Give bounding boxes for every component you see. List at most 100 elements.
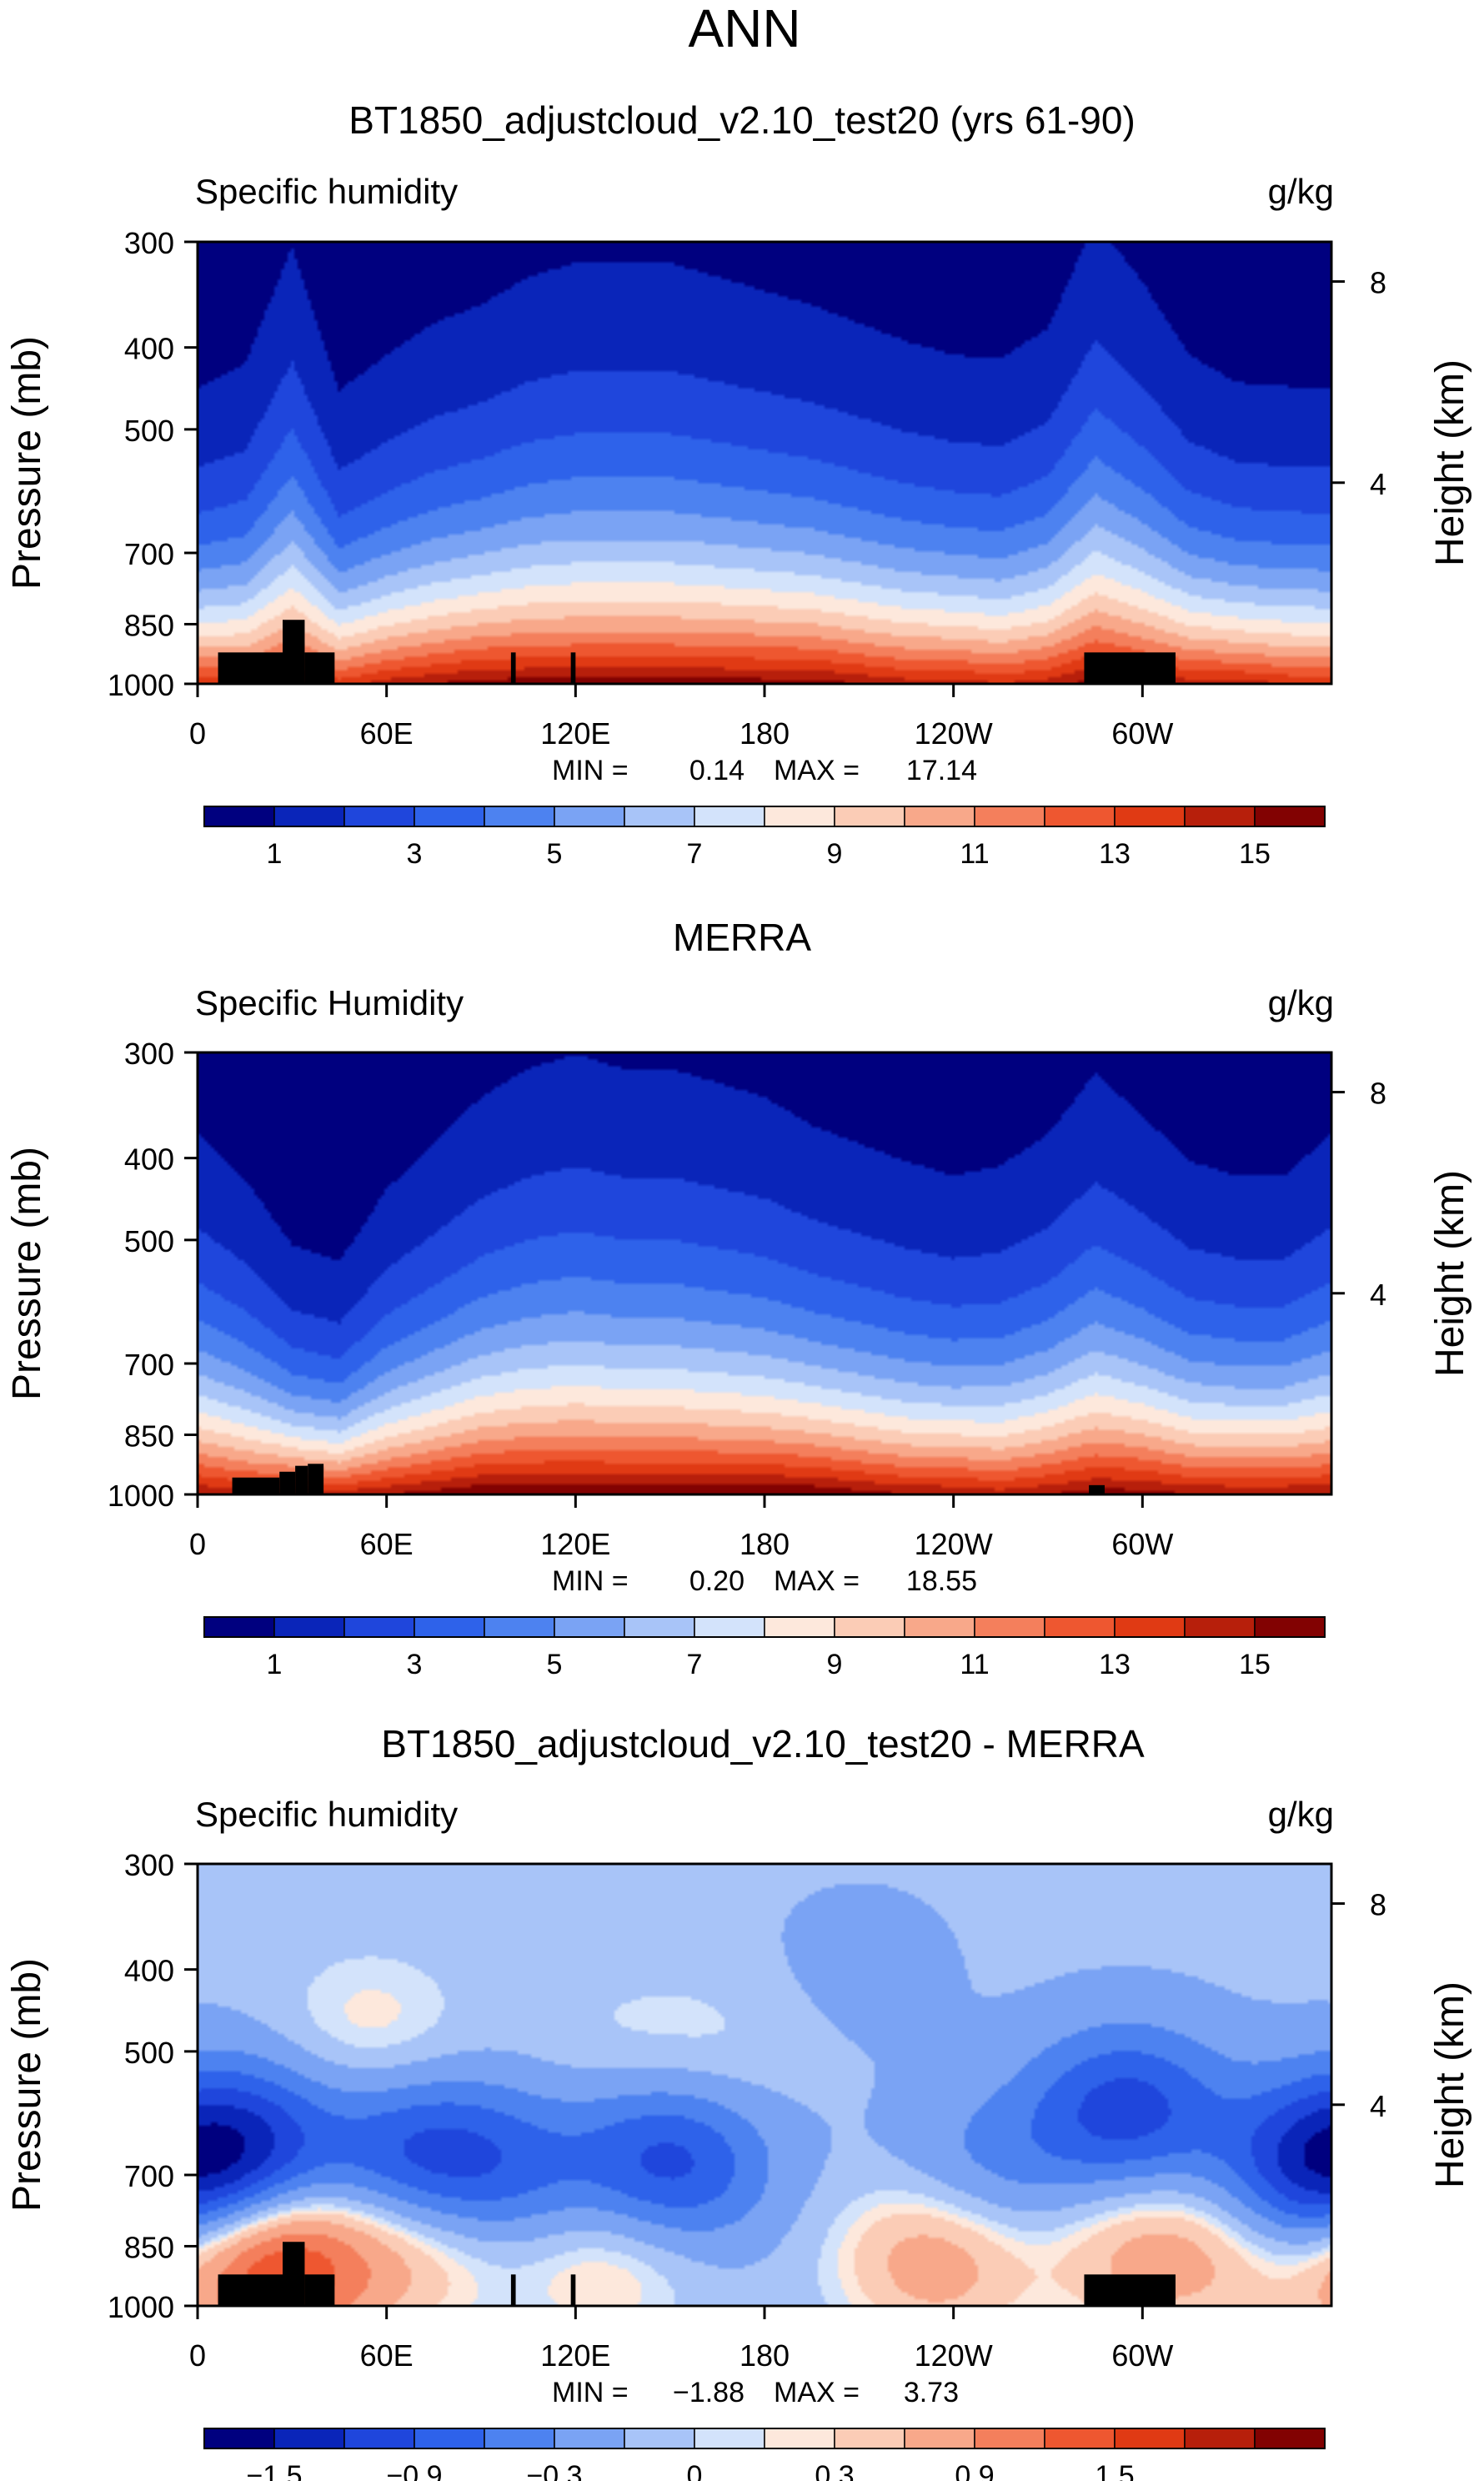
colorbar-label: 1 [267,838,283,870]
pressure-tick-label: 1000 [108,668,174,702]
colorbar-swatch [694,806,765,827]
panel-2-units: g/kg [1268,983,1334,1022]
pressure-tick-label: 700 [124,2159,174,2193]
panel-2-terrain-mask [1089,1484,1105,1494]
panel-3-terrain-mask [218,2274,283,2306]
colorbar-swatch [974,2428,1045,2449]
colorbar-swatch [1044,806,1116,827]
lon-tick-label: 0 [189,1527,206,1561]
lon-tick-label: 0 [189,2338,206,2373]
colorbar-swatch [764,1616,835,1638]
colorbar-label: 1.5 [1095,2460,1134,2481]
colorbar-swatch [904,1616,975,1638]
colorbar-label: 9 [827,1649,843,1680]
lon-tick-label: 60W [1111,716,1173,751]
panel-2-min-value: 0.20 [689,1565,745,1597]
colorbar-label: 11 [960,838,989,870]
colorbar-swatch [273,2428,345,2449]
colorbar-label: 9 [827,838,843,870]
pressure-tick-label: 400 [124,332,174,366]
panel-2-contour-fill [198,1052,1331,1494]
colorbar-swatch [624,806,695,827]
colorbar-frame [203,1616,1326,1638]
figure-title: ANN [688,0,800,58]
colorbar-swatch [203,806,275,827]
panel-3-plot [198,1864,1331,2306]
colorbar-swatch [834,1616,905,1638]
panel-3-terrain-mask [283,2242,305,2306]
lon-tick-label: 120W [915,716,993,751]
colorbar-frame [203,2428,1326,2449]
panel-3-terrain-mask [570,2274,576,2306]
panel-1-terrain-mask [1084,652,1176,684]
colorbar-label: 5 [547,1649,563,1680]
panel-1-units: g/kg [1268,172,1334,211]
panel-3-min-value: −1.88 [673,2377,745,2408]
colorbar-swatch [1184,1616,1256,1638]
colorbar-swatch [904,806,975,827]
lon-tick-label: 120W [915,2338,993,2373]
colorbar-swatch [1254,1616,1326,1638]
lon-tick-label: 120E [540,716,610,751]
colorbar-swatch [1114,806,1186,827]
panel-3-variable: Specific humidity [195,1795,458,1834]
colorbar-swatch [414,806,485,827]
panel-1-contour-fill [198,242,1331,684]
colorbar-label: 15 [1239,1649,1271,1680]
panel-2-plot [198,1052,1331,1494]
pressure-tick-label: 500 [124,2036,174,2070]
panel-2-terrain-mask [308,1464,324,1494]
colorbar-swatch [764,2428,835,2449]
colorbar-swatch [1184,2428,1256,2449]
colorbar-swatch [203,1616,275,1638]
colorbar-label: 0.9 [955,2460,994,2481]
colorbar-swatch [974,806,1045,827]
colorbar-label: 13 [1099,838,1131,870]
colorbar-swatch [1114,2428,1186,2449]
panel-3-terrain-mask [1084,2274,1176,2306]
pressure-tick-label: 500 [124,414,174,448]
lon-tick-label: 60E [360,716,414,751]
pressure-tick-label: 1000 [108,2290,174,2324]
colorbar-swatch [414,1616,485,1638]
colorbar-swatch [484,2428,555,2449]
panel-1-ylabel: Pressure (mb) [5,336,49,590]
panel-1-terrain-mask [218,652,283,684]
pressure-tick-label: 850 [124,2230,174,2264]
panel-1-max-value: 17.14 [906,755,977,786]
height-tick-label: 8 [1370,1077,1386,1111]
panel-3: BT1850_adjustcloud_v2.10_test20 - MERRA … [5,1722,1472,2481]
panel-3-ylabel-right: Height (km) [1428,1981,1472,2188]
panel-1-min-value: 0.14 [689,755,745,786]
colorbar-label: 11 [960,1649,989,1680]
panel-2-min-label: MIN = [552,1565,629,1597]
pressure-tick-label: 300 [124,1037,174,1071]
panel-2-max-label: MAX = [774,1565,860,1597]
panel-2-axes: 300 400 500 700 850 1000 8 4 0 60E 120E 180 120W 60W [108,1037,1386,1561]
colorbar-swatch [1114,1616,1186,1638]
pressure-tick-label: 300 [124,1848,174,1882]
colorbar-swatch [484,1616,555,1638]
panel-1-axes: 300 400 500 700 850 1000 8 4 0 60E 120E 180 120W 60W [108,226,1386,751]
height-tick-label: 8 [1370,266,1386,300]
colorbar-label: −0.3 [526,2460,582,2481]
colorbar-swatch [624,1616,695,1638]
lon-tick-label: 120E [540,2338,610,2373]
pressure-tick-label: 1000 [108,1479,174,1513]
height-tick-label: 8 [1370,1888,1386,1922]
colorbar-swatch [203,2428,275,2449]
colorbar-swatch [694,2428,765,2449]
colorbar-label: 0.3 [815,2460,854,2481]
panel-2-ylabel-right: Height (km) [1428,1170,1472,1377]
panel-1-min-label: MIN = [552,755,629,786]
colorbar-label: 13 [1099,1649,1131,1680]
colorbar-label: 15 [1239,838,1271,870]
panel-3-units: g/kg [1268,1795,1334,1834]
lon-tick-label: 60E [360,2338,414,2373]
colorbar-swatch [273,806,345,827]
colorbar-label: 7 [687,1649,703,1680]
colorbar-frame [203,806,1326,827]
lon-tick-label: 120W [915,1527,993,1561]
panel-1-max-label: MAX = [774,755,860,786]
lon-tick-label: 120E [540,1527,610,1561]
